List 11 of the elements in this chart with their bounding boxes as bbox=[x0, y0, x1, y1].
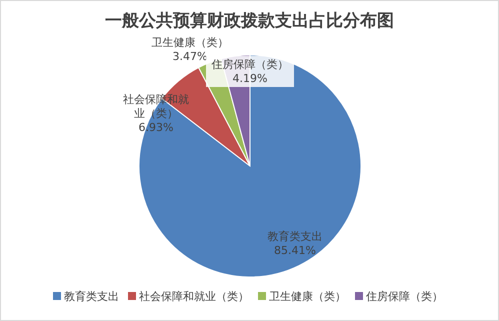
chart-title: 一般公共预算财政拨款支出占比分布图 bbox=[105, 11, 394, 31]
data-label: 4.19% bbox=[232, 72, 268, 85]
data-label: 3.47% bbox=[172, 50, 208, 63]
slice-label: 教育类支出 bbox=[268, 230, 322, 243]
legend-label: 社会保障和就业（类） bbox=[139, 290, 249, 303]
legend-label: 卫生健康（类） bbox=[269, 290, 346, 303]
legend-label: 教育类支出 bbox=[64, 290, 119, 303]
legend-label: 住房保障（类） bbox=[366, 290, 443, 303]
data-label: 85.41% bbox=[274, 244, 316, 257]
slice-label: 住房保障（类） bbox=[212, 58, 288, 71]
slice-label: 卫生健康（类） bbox=[152, 36, 228, 49]
